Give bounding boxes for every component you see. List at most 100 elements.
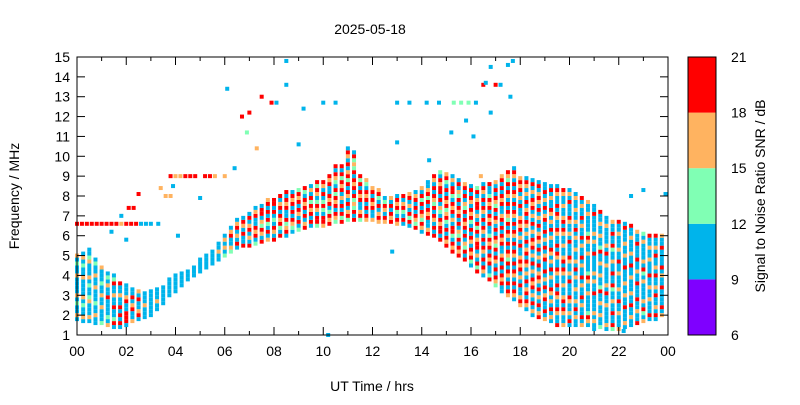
data-cell	[456, 249, 461, 254]
data-cell	[87, 247, 92, 252]
data-cell	[105, 311, 110, 316]
data-cell	[481, 265, 486, 270]
data-cell	[475, 257, 480, 262]
data-cell	[610, 299, 615, 304]
data-cell	[315, 184, 320, 189]
data-cell	[573, 299, 578, 304]
data-point	[390, 249, 395, 254]
data-cell	[315, 180, 320, 185]
data-cell	[536, 231, 541, 236]
data-cell	[598, 285, 603, 290]
data-cell	[111, 325, 116, 330]
data-cell	[333, 184, 338, 189]
data-cell	[647, 301, 652, 306]
data-cell	[536, 235, 541, 240]
data-cell	[585, 279, 590, 284]
data-cell	[456, 241, 461, 246]
data-cell	[512, 170, 517, 175]
data-cell	[549, 192, 554, 196]
data-cell	[487, 249, 492, 254]
data-cell	[549, 231, 554, 236]
data-cell	[395, 205, 400, 210]
data-cell	[518, 180, 523, 185]
data-cell	[469, 207, 473, 212]
data-cell	[278, 217, 283, 222]
data-cell	[222, 253, 227, 258]
data-cell	[555, 231, 560, 236]
data-cell	[493, 267, 498, 272]
data-cell	[487, 253, 492, 258]
data-cell	[585, 243, 590, 248]
data-cell	[191, 265, 196, 270]
data-cell	[647, 249, 652, 254]
data-cell	[561, 243, 566, 248]
data-point	[284, 82, 289, 87]
data-cell	[629, 299, 634, 304]
data-cell	[653, 305, 658, 310]
data-cell	[481, 225, 486, 230]
data-cell	[450, 197, 455, 202]
data-cell	[481, 182, 486, 187]
data-cell	[290, 221, 295, 226]
data-cell	[629, 231, 634, 236]
data-cell	[425, 192, 430, 196]
data-cell	[573, 291, 578, 296]
data-cell	[585, 299, 590, 304]
chart-title: 2025-05-18	[334, 21, 406, 37]
data-cell	[210, 257, 215, 262]
data-cell	[265, 225, 270, 230]
data-cell	[450, 225, 455, 230]
colorbar-segment	[688, 57, 716, 113]
data-cell	[499, 241, 504, 246]
data-cell	[641, 311, 646, 316]
data-cell	[610, 291, 615, 296]
data-cell	[111, 289, 116, 294]
data-cell	[505, 269, 510, 274]
data-cell	[536, 255, 541, 260]
data-cell	[561, 239, 566, 244]
data-cell	[635, 289, 640, 294]
data-point	[131, 205, 136, 210]
data-cell	[475, 261, 480, 266]
data-cell	[518, 259, 523, 264]
data-cell	[579, 247, 584, 252]
data-cell	[542, 225, 547, 230]
data-cell	[542, 265, 547, 270]
data-cell	[425, 180, 430, 185]
data-cell	[425, 199, 430, 204]
data-cell	[635, 305, 640, 310]
data-cell	[518, 219, 523, 224]
data-cell	[635, 313, 640, 318]
data-cell	[573, 307, 578, 312]
data-cell	[444, 172, 449, 177]
data-cell	[444, 223, 449, 228]
data-cell	[413, 221, 418, 226]
data-cell	[549, 311, 554, 316]
data-cell	[321, 215, 326, 220]
data-cell	[561, 215, 566, 220]
data-cell	[555, 275, 560, 280]
colorbar-segment	[688, 112, 716, 169]
data-cell	[235, 225, 240, 230]
data-cell	[629, 307, 634, 312]
data-cell	[462, 205, 467, 210]
data-cell	[450, 194, 455, 198]
data-cell	[469, 259, 473, 264]
data-cell	[358, 174, 363, 179]
data-cell	[573, 247, 578, 252]
data-cell	[549, 219, 554, 224]
data-cell	[296, 227, 301, 232]
data-cell	[493, 255, 498, 260]
data-cell	[388, 196, 393, 200]
data-cell	[425, 184, 430, 189]
data-cell	[382, 207, 387, 212]
data-cell	[598, 213, 603, 218]
data-cell	[616, 239, 621, 244]
y-tick-label: 6	[62, 228, 70, 244]
data-cell	[622, 233, 627, 238]
data-cell	[512, 265, 517, 270]
data-cell	[444, 207, 449, 212]
data-cell	[567, 211, 572, 216]
data-cell	[315, 188, 320, 193]
data-cell	[450, 237, 455, 242]
